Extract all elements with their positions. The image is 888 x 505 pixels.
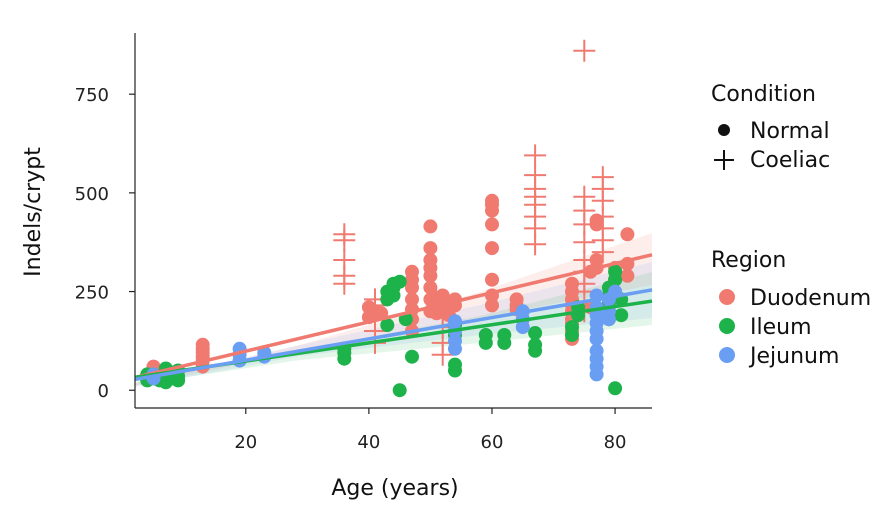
ileum-normal-point: [392, 274, 407, 289]
legend-coeliac-label: Coeliac: [750, 148, 830, 173]
duodenum-normal-point: [485, 217, 499, 232]
legend-normal-dot-icon: [718, 124, 730, 136]
x-tick-label: 60: [481, 432, 504, 453]
ileum-normal-point: [478, 328, 493, 342]
x-tick-label: 80: [604, 432, 627, 453]
duodenum-coeliac-point: [333, 249, 356, 271]
y-tick-label: 750: [75, 85, 109, 106]
duodenum-normal-point: [485, 272, 499, 287]
duodenum-coeliac-point: [573, 39, 596, 62]
duodenum-normal-point: [565, 276, 579, 291]
duodenum-coeliac-point: [591, 166, 614, 189]
x-axis-ticks: 20 40 60 80: [234, 408, 627, 453]
jejunum-normal-point: [448, 333, 462, 348]
ileum-normal-point: [608, 381, 623, 396]
x-tick-label: 40: [357, 432, 380, 453]
ileum-normal-point: [528, 337, 543, 352]
ileum-normal-point: [448, 357, 462, 372]
duodenum-coeliac-point: [524, 144, 547, 167]
ileum-normal-point: [614, 308, 629, 323]
duodenum-normal-point: [423, 241, 438, 256]
duodenum-coeliac-point: [524, 164, 547, 187]
ileum-normal-point: [565, 320, 579, 335]
duodenum-normal-point: [423, 253, 438, 267]
x-tick-label: 20: [234, 432, 257, 453]
duodenum-normal-point: [485, 193, 499, 208]
duodenum-normal-point: [405, 292, 419, 307]
duodenum-normal-point: [485, 241, 499, 256]
duodenum-normal-point: [589, 253, 604, 267]
ileum-confidence-band: [135, 272, 652, 385]
trend-lines: [134, 253, 653, 382]
y-tick-label: 0: [98, 381, 109, 402]
condition-legend: Condition Normal Coeliac: [711, 82, 830, 173]
duodenum-normal-point: [405, 264, 419, 279]
duodenum-trend-line: [134, 253, 653, 380]
ileum-normal-point: [608, 264, 623, 279]
legend-coeliac-cross-icon: [714, 150, 734, 170]
jejunum-trend-line: [134, 288, 653, 382]
duodenum-normal-point: [620, 227, 635, 242]
duodenum-coeliac-point: [573, 185, 596, 208]
ileum-normal-point: [405, 349, 419, 364]
legend-jejunum-dot-icon: [719, 347, 735, 363]
duodenum-coeliac-point: [333, 223, 356, 246]
ileum-normal-point: [380, 318, 395, 333]
duodenum-normal-point: [620, 268, 635, 283]
x-axis-title: Age (years): [331, 476, 458, 501]
ileum-normal-point: [528, 326, 543, 340]
legend-ileum-dot-icon: [719, 318, 735, 334]
y-tick-label: 250: [75, 283, 109, 304]
y-axis-ticks: 0 250 500 750: [75, 85, 135, 402]
duodenum-normal-point: [195, 337, 210, 352]
region-legend: Region Duodenum Ileum Jejunum: [711, 248, 871, 369]
region-legend-title: Region: [711, 248, 786, 273]
duodenum-normal-point: [423, 219, 438, 234]
legend-duodenum-label: Duodenum: [750, 286, 871, 311]
legend-normal-label: Normal: [750, 119, 830, 144]
duodenum-normal-point: [509, 292, 524, 307]
legend-jejunum-label: Jejunum: [748, 344, 839, 369]
y-tick-label: 500: [75, 184, 109, 205]
ileum-normal-point: [392, 383, 407, 398]
legend-ileum-label: Ileum: [750, 315, 812, 340]
y-axis-title: Indels/crypt: [21, 147, 46, 277]
jejunum-normal-point: [589, 343, 604, 358]
legend-duodenum-dot-icon: [719, 289, 735, 305]
duodenum-normal-point: [485, 298, 499, 313]
ileum-normal-point: [497, 328, 512, 342]
condition-legend-title: Condition: [711, 82, 816, 107]
